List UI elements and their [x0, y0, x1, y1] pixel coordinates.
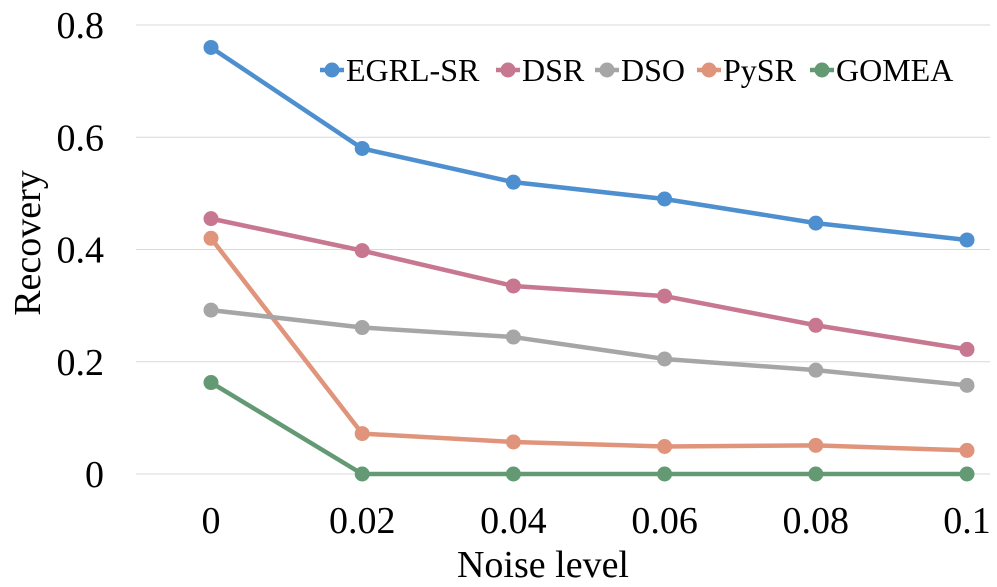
y-tick-label: 0.2: [57, 342, 105, 384]
data-point-dsr: [354, 243, 370, 259]
series-line-dso: [208, 307, 970, 388]
legend-label-egrl-sr: EGRL-SR: [346, 52, 480, 88]
x-tick-labels: 0 0.02 0.04 0.06 0.08 0.1: [202, 500, 991, 542]
data-point-dsr: [808, 317, 824, 333]
y-tick-label: 0: [85, 454, 104, 496]
legend-marker-dso: [599, 62, 615, 78]
data-point-dsr: [203, 211, 219, 227]
data-point-pysr: [808, 437, 824, 453]
x-tick-label: 0.02: [329, 500, 396, 542]
data-point-pysr: [959, 442, 975, 458]
series-line-dsr: [208, 216, 970, 352]
data-point-pysr: [354, 426, 370, 442]
legend-label-dsr: DSR: [522, 52, 585, 88]
legend-label-pysr: PySR: [723, 52, 797, 88]
series-line-pysr: [208, 236, 970, 453]
data-point-egrl-sr: [203, 39, 219, 55]
data-point-dso: [203, 302, 219, 318]
legend-label-dso: DSO: [621, 52, 685, 88]
x-axis-title: Noise level: [457, 544, 629, 586]
y-tick-label: 0.4: [57, 230, 105, 272]
legend-marker-pysr: [701, 62, 717, 78]
x-tick-label: 0.08: [783, 500, 850, 542]
data-point-gomea: [808, 466, 824, 482]
y-tick-label: 0.6: [57, 117, 105, 159]
legend-marker-egrl-sr: [324, 62, 340, 78]
data-point-egrl-sr: [959, 232, 975, 248]
data-point-dso: [354, 320, 370, 336]
series-points: [203, 39, 975, 482]
data-point-egrl-sr: [808, 215, 824, 231]
series-line-egrl-sr: [208, 45, 970, 243]
data-point-dsr: [505, 278, 521, 294]
data-point-gomea: [203, 375, 219, 391]
data-point-gomea: [657, 466, 673, 482]
series-lines: [208, 45, 970, 477]
data-point-egrl-sr: [354, 140, 370, 156]
gridlines: [136, 24, 990, 475]
data-point-dso: [808, 362, 824, 378]
x-tick-label: 0.04: [480, 500, 547, 542]
data-point-dsr: [657, 288, 673, 304]
data-point-pysr: [505, 434, 521, 450]
legend-marker-gomea: [814, 62, 830, 78]
x-tick-label: 0: [202, 500, 221, 542]
data-point-gomea: [505, 466, 521, 482]
y-tick-label: 0.8: [57, 5, 105, 47]
data-point-pysr: [657, 438, 673, 454]
data-point-dso: [657, 351, 673, 367]
y-tick-labels: 0 0.2 0.4 0.6 0.8: [57, 5, 105, 496]
data-point-egrl-sr: [657, 191, 673, 207]
y-axis-title: Recovery: [7, 170, 49, 316]
legend: EGRL-SR DSR DSO PySR GOMEA: [320, 52, 953, 88]
data-point-gomea: [959, 466, 975, 482]
x-tick-label: 0.06: [631, 500, 698, 542]
data-point-egrl-sr: [505, 174, 521, 190]
x-tick-label: 0.1: [943, 500, 991, 542]
series-line-gomea: [208, 380, 970, 477]
legend-label-gomea: GOMEA: [836, 52, 953, 88]
data-point-gomea: [354, 466, 370, 482]
legend-marker-dsr: [500, 62, 516, 78]
data-point-pysr: [203, 230, 219, 246]
data-point-dso: [505, 329, 521, 345]
data-point-dso: [959, 377, 975, 393]
data-point-dsr: [959, 341, 975, 357]
